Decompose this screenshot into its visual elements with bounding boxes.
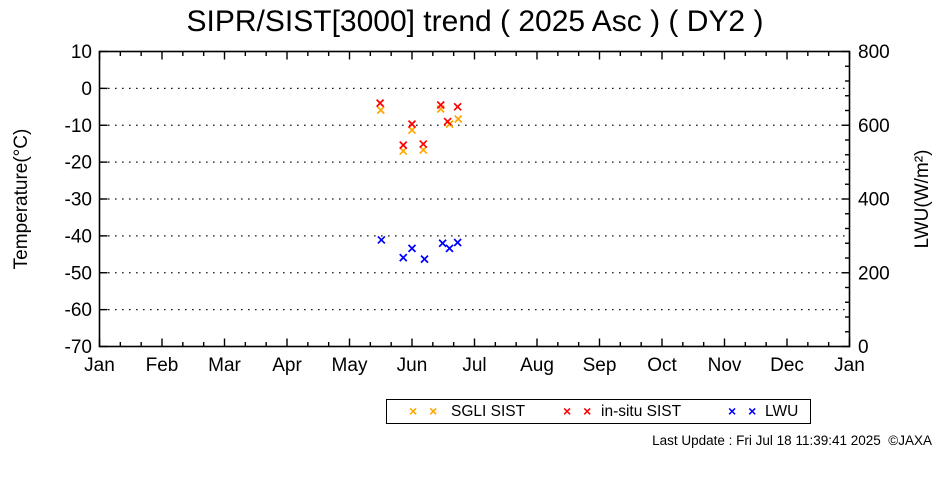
chart-title: SIPR/SIST[3000] trend ( 2025 Asc ) ( DY2… [186,5,764,38]
y-left-tick-label: -20 [65,153,92,174]
x-tick-label: Mar [208,355,241,376]
last-update-text: Last Update : Fri Jul 18 11:39:41 2025 ©… [652,433,932,448]
y-left-tick-label: -10 [65,116,92,137]
y-left-tick-label: 0 [81,79,92,100]
legend-marker-sgli-sist: × × [409,403,442,419]
data-point-sgli-sist [407,125,417,135]
legend-box: × × SGLI SIST × × in-situ SIST × × LWU [386,399,811,424]
y-right-tick-label: 600 [858,116,890,137]
data-point-sgli-sist [419,145,428,155]
x-tick-label: May [332,355,368,376]
x-tick-label: Feb [146,355,179,376]
data-point-in-situ-sist [443,117,452,126]
data-point-lwu [438,239,447,248]
legend-label-sgli-sist: SGLI SIST [451,403,526,420]
x-tick-label: Oct [647,355,677,376]
y-left-tick-label: 10 [71,42,92,63]
data-point-in-situ-sist [436,100,445,110]
y-left-axis-title: Temperature(°C) [11,129,32,270]
y-left-tick-label: -30 [65,190,92,211]
y-left-tick-label: -50 [65,263,92,284]
data-point-lwu [407,244,417,253]
data-point-in-situ-sist [376,99,385,108]
y-right-tick-label: 0 [858,337,869,358]
legend-label-in-situ-sist: in-situ SIST [601,403,682,420]
data-point-sgli-sist [454,114,463,124]
y-left-tick-label: -40 [65,226,92,247]
data-point-lwu [377,235,386,245]
legend-marker-lwu: × × [728,403,761,419]
x-tick-label: Jun [397,355,428,376]
x-tick-label: Jul [462,355,486,376]
data-point-lwu [453,238,462,247]
y-right-tick-label: 800 [858,42,890,63]
data-point-lwu [420,255,429,264]
y-right-tick-label: 400 [858,190,890,211]
y-right-tick-label: 200 [858,263,890,284]
data-point-in-situ-sist [419,139,428,149]
legend-label-lwu: LWU [765,403,799,420]
x-tick-label: Dec [770,355,804,376]
data-point-in-situ-sist [453,102,462,111]
data-point-in-situ-sist [407,120,417,129]
data-point-sgli-sist [376,106,385,115]
data-point-sgli-sist [399,146,408,156]
data-point-lwu [399,253,408,262]
x-tick-label: Aug [520,355,554,376]
data-point-lwu [445,244,454,253]
y-left-tick-label: -70 [65,337,92,358]
data-point-in-situ-sist [399,141,408,150]
y-right-axis-title: LWU(W/m²) [912,150,933,249]
legend-marker-in-situ-sist: × × [563,403,596,419]
x-tick-label: Apr [272,355,302,376]
x-tick-label: Jan [834,355,865,376]
plot-border [98,50,851,348]
x-tick-label: Jan [84,355,115,376]
y-left-tick-label: -60 [65,300,92,321]
x-tick-label: Sep [583,355,617,376]
x-tick-label: Nov [708,355,742,376]
